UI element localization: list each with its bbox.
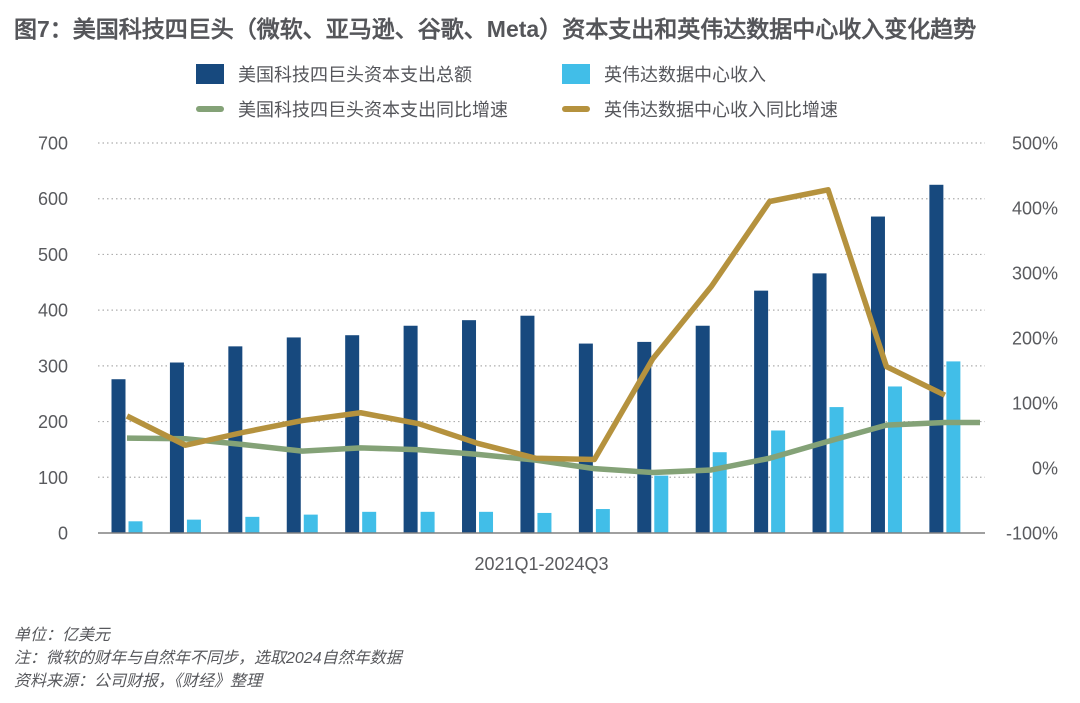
nvda-yoy-line-swatch-icon [562, 106, 590, 112]
bar-capex-total [870, 216, 885, 534]
legend-label: 英伟达数据中心收入同比增速 [604, 100, 838, 120]
bar-nvda-dc-revenue [537, 512, 552, 533]
bar-capex-total [169, 362, 184, 533]
bar-capex-total [637, 341, 652, 533]
left-axis-tick: 700 [38, 134, 68, 154]
legend-item-nvda-revenue: 英伟达数据中心收入 [562, 62, 766, 86]
legend-label: 美国科技四巨头资本支出同比增速 [238, 100, 508, 120]
footnotes: 单位：亿美元 注：微软的财年与自然年不同步，选取2024自然年数据 资料来源：公… [14, 624, 402, 693]
combo-chart-canvas: 700 600 500 400 300 200 100 0 500% 400% 300% 200% 10… [38, 134, 1058, 544]
bar-capex-total [462, 320, 477, 533]
footnote-source: 资料来源：公司财报，《财经》整理 [14, 673, 263, 690]
bar-nvda-dc-revenue [771, 430, 786, 533]
legend-label: 英伟达数据中心收入 [604, 65, 766, 85]
x-axis-label: 2021Q1-2024Q3 [474, 554, 609, 574]
figure-title: 图7：美国科技四巨头（微软、亚马逊、谷歌、Meta）资本支出和英伟达数据中心收入… [14, 16, 977, 42]
right-axis-tick: 300% [1012, 264, 1058, 284]
bar-nvda-dc-revenue [479, 511, 494, 533]
line-nvda-yoy-growth [125, 187, 947, 463]
bar-nvda-dc-revenue [245, 516, 260, 533]
bar-capex-total [695, 325, 710, 533]
footnote-note: 注：微软的财年与自然年不同步，选取2024自然年数据 [14, 650, 402, 667]
bar-capex-total [812, 273, 827, 533]
left-axis-tick: 200 [38, 412, 68, 432]
legend-item-capex-yoy: 美国科技四巨头资本支出同比增速 [196, 97, 508, 121]
bar-capex-total [578, 343, 593, 533]
line-capex-yoy-growth [126, 419, 980, 476]
bar-nvda-dc-revenue [420, 511, 435, 533]
bar-nvda-dc-revenue [128, 521, 143, 533]
left-axis-tick: 300 [38, 356, 68, 376]
bar-capex-total [754, 290, 769, 533]
bar-nvda-dc-revenue [712, 452, 727, 533]
legend-item-nvda-yoy: 英伟达数据中心收入同比增速 [562, 97, 838, 121]
bar-nvda-dc-revenue [887, 386, 902, 533]
left-axis-tick: 0 [58, 524, 68, 544]
bar-nvda-dc-revenue [303, 514, 318, 533]
left-axis-tick: 100 [38, 468, 68, 488]
legend-label: 美国科技四巨头资本支出总额 [238, 65, 472, 85]
right-axis-tick: 0% [1032, 459, 1058, 479]
legend-item-capex-total: 美国科技四巨头资本支出总额 [196, 62, 472, 86]
bar-capex-total [520, 315, 535, 533]
right-axis-tick: 100% [1012, 394, 1058, 414]
bar-nvda-dc-revenue [186, 519, 201, 533]
bar-capex-total [228, 346, 243, 533]
bar-nvda-dc-revenue [654, 475, 669, 533]
bar-nvda-dc-revenue [829, 407, 844, 533]
capex-yoy-line-swatch-icon [196, 106, 224, 112]
bar-capex-total [929, 184, 944, 534]
right-axis-tick: 200% [1012, 329, 1058, 349]
bar-nvda-dc-revenue [946, 361, 961, 533]
left-axis-tick: 400 [38, 301, 68, 321]
bar-capex-total [286, 337, 301, 533]
right-axis-tick: -100% [1006, 524, 1058, 544]
bar-capex-total [345, 335, 360, 533]
bar-nvda-dc-revenue [362, 511, 377, 533]
nvda-bar-swatch-icon [562, 64, 590, 84]
left-axis-tick: 600 [38, 189, 68, 209]
bar-capex-total [111, 379, 126, 533]
right-axis-tick: 400% [1012, 199, 1058, 219]
footnote-unit: 单位：亿美元 [14, 627, 111, 644]
left-axis-tick: 500 [38, 245, 68, 265]
capex-bar-swatch-icon [196, 64, 224, 84]
right-axis-tick: 500% [1012, 134, 1058, 154]
bar-nvda-dc-revenue [595, 509, 610, 533]
bar-capex-total [403, 325, 418, 533]
